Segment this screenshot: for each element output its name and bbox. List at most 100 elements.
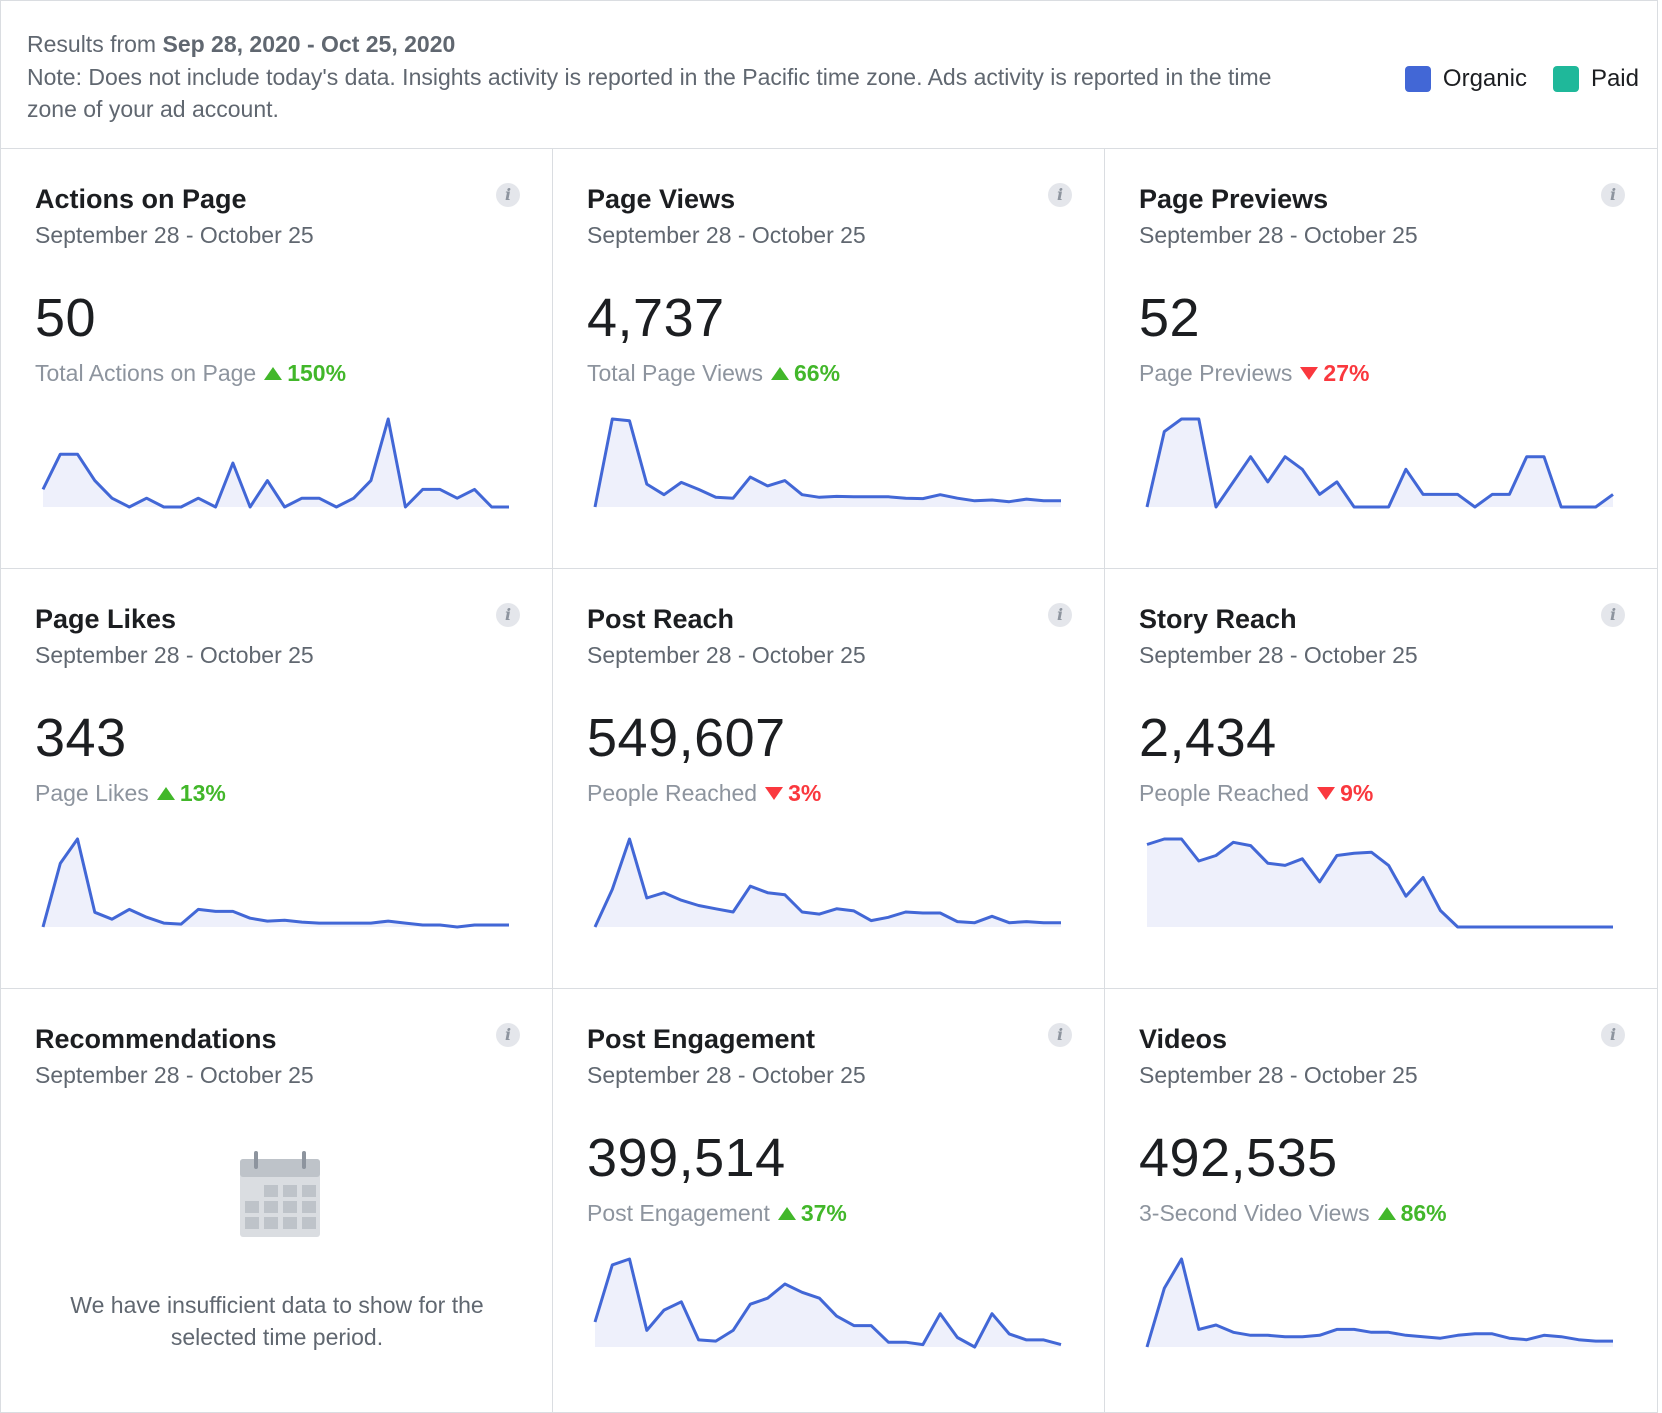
card-recommendations[interactable]: Recommendations September 28 - October 25… (1, 989, 553, 1412)
card-title[interactable]: Actions on Page (35, 184, 247, 214)
card-date-range: September 28 - October 25 (587, 222, 866, 248)
info-icon[interactable]: i (1601, 183, 1625, 207)
sparkline-chart[interactable] (593, 411, 1061, 521)
triangle-up-icon (771, 366, 790, 380)
card-value: 549,607 (587, 708, 786, 768)
change-percent: 27% (1323, 360, 1370, 386)
info-icon[interactable]: i (496, 603, 520, 627)
card-page-likes[interactable]: Page Likes September 28 - October 25 i 343 … (1, 569, 553, 989)
change-indicator: 9% (1317, 779, 1373, 807)
change-indicator: 86% (1377, 1199, 1447, 1227)
card-metric: Total Page Views 66% (587, 359, 840, 387)
card-metric: People Reached 9% (1139, 779, 1373, 807)
sparkline-chart[interactable] (593, 831, 1061, 941)
info-icon[interactable]: i (1601, 1023, 1625, 1047)
sparkline-line (1145, 1257, 1613, 1348)
sparkline-area (595, 839, 1061, 927)
metric-label: Page Previews (1139, 360, 1293, 386)
triangle-up-icon (156, 786, 175, 800)
card-metric: Total Actions on Page 150% (35, 359, 346, 387)
insights-header: Results from Sep 28, 2020 - Oct 25, 2020… (1, 1, 1657, 149)
sparkline-chart[interactable] (41, 411, 509, 521)
change-percent: 13% (179, 780, 226, 806)
sparkline-chart[interactable] (1145, 411, 1614, 521)
info-icon[interactable]: i (1601, 603, 1625, 627)
card-date-range: September 28 - October 25 (35, 642, 314, 668)
card-page-previews[interactable]: Page Previews September 28 - October 25 i 5… (1105, 149, 1657, 569)
metric-label: 3-Second Video Views (1139, 1200, 1370, 1226)
card-title[interactable]: Videos (1139, 1024, 1228, 1054)
triangle-down-icon (1317, 786, 1336, 800)
card-date-range: September 28 - October 25 (1139, 642, 1418, 668)
sparkline-area (43, 839, 509, 927)
card-title[interactable]: Post Reach (587, 604, 735, 634)
change-indicator: 66% (771, 359, 840, 387)
change-percent: 66% (794, 360, 841, 386)
card-title[interactable]: Post Engagement (587, 1024, 816, 1054)
legend-organic: Organic (1404, 65, 1527, 93)
results-prefix: Results from (27, 31, 157, 57)
info-icon[interactable]: i (1048, 603, 1072, 627)
card-post-engagement[interactable]: Post Engagement September 28 - October 25… (553, 989, 1105, 1412)
triangle-up-icon (1377, 1206, 1396, 1220)
triangle-down-icon (765, 786, 784, 800)
sparkline-line (593, 1257, 1062, 1349)
card-title[interactable]: Story Reach (1139, 604, 1297, 634)
change-percent: 86% (1400, 1200, 1447, 1226)
insufficient-data-message: We have insufficient data to show for th… (70, 1292, 484, 1350)
organic-swatch (1404, 66, 1431, 92)
card-title[interactable]: Recommendations (35, 1024, 277, 1054)
card-metric: Post Engagement 37% (587, 1199, 847, 1227)
info-icon[interactable]: i (1048, 1023, 1072, 1047)
card-date-range: September 28 - October 25 (35, 222, 314, 248)
sparkline-chart[interactable] (1146, 831, 1613, 941)
card-value: 50 (35, 288, 97, 348)
sparkline-area (595, 419, 1061, 507)
legend: Organic Paid (1379, 65, 1639, 93)
change-percent: 37% (800, 1200, 847, 1226)
sparkline-chart[interactable] (593, 1251, 1062, 1361)
sparkline-area (1147, 419, 1613, 507)
card-metric: People Reached 3% (587, 779, 821, 807)
sparkline-line (1145, 417, 1614, 509)
card-title[interactable]: Page Likes (35, 604, 177, 634)
card-videos[interactable]: Videos September 28 - October 25 i 492,535 … (1105, 989, 1657, 1412)
change-indicator: 27% (1300, 359, 1369, 387)
card-value: 52 (1139, 288, 1201, 348)
card-title[interactable]: Page Views (587, 184, 736, 214)
legend-paid-label: Paid (1590, 65, 1639, 92)
metric-label: Total Page Views (587, 360, 764, 386)
sparkline-area (1147, 1259, 1613, 1347)
metric-label: People Reached (587, 780, 758, 806)
legend-paid: Paid (1552, 65, 1639, 93)
triangle-up-icon (777, 1206, 796, 1220)
sparkline-area (1147, 839, 1613, 927)
card-value: 4,737 (587, 288, 725, 348)
card-story-reach[interactable]: Story Reach September 28 - October 25 i 2,4… (1105, 569, 1657, 989)
info-icon[interactable]: i (496, 183, 520, 207)
sparkline-line (41, 417, 509, 509)
metric-label: Post Engagement (587, 1200, 770, 1226)
card-title[interactable]: Page Previews (1139, 184, 1329, 214)
change-indicator: 13% (156, 779, 226, 807)
sparkline-chart[interactable] (1145, 1251, 1613, 1361)
sparkline-line (41, 837, 509, 929)
legend-organic-label: Organic (1442, 65, 1527, 92)
metric-label: Total Actions on Page (35, 360, 257, 386)
card-post-reach[interactable]: Post Reach September 28 - October 25 i 549,… (553, 569, 1105, 989)
change-percent: 3% (788, 780, 822, 806)
sparkline-chart[interactable] (41, 831, 509, 941)
card-value: 343 (35, 708, 127, 768)
card-actions-on-page[interactable]: Actions on Page September 28 - October 25… (1, 149, 553, 569)
info-icon[interactable]: i (1048, 183, 1072, 207)
info-icon[interactable]: i (496, 1023, 520, 1047)
card-metric: Page Likes 13% (35, 779, 226, 807)
card-value: 492,535 (1139, 1128, 1338, 1188)
change-percent: 150% (287, 360, 347, 386)
card-page-views[interactable]: Page Views September 28 - October 25 i 4,73… (553, 149, 1105, 569)
sparkline-line (593, 417, 1061, 508)
card-metric: Page Previews 27% (1139, 359, 1369, 387)
triangle-down-icon (1300, 366, 1319, 380)
card-metric: 3-Second Video Views 86% (1139, 1199, 1447, 1227)
